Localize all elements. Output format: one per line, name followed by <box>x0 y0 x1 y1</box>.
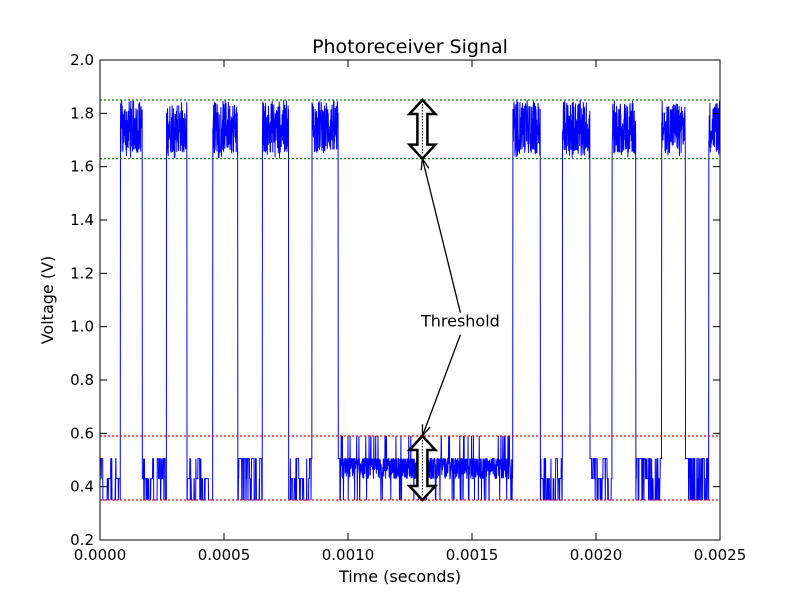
y-tick-label: 1.6 <box>70 158 94 176</box>
threshold-annotation: Threshold <box>406 98 500 502</box>
x-tick-label: 0.0005 <box>198 546 251 564</box>
y-tick-label: 1.2 <box>70 264 94 282</box>
y-tick-label: 1.8 <box>70 104 94 122</box>
x-tick-label: 0.0000 <box>74 546 127 564</box>
x-tick-label: 0.0010 <box>322 546 375 564</box>
y-tick-label: 0.4 <box>70 478 94 496</box>
x-axis-label: Time (seconds) <box>338 567 461 586</box>
y-tick-label: 1.4 <box>70 211 94 229</box>
y-axis-label: Voltage (V) <box>38 256 57 345</box>
y-tick-label: 2.0 <box>70 51 94 69</box>
annotation-arrow <box>421 158 462 313</box>
chart-title: Photoreceiver Signal <box>312 36 508 58</box>
signal-trace <box>100 99 720 501</box>
plot-area <box>100 99 720 501</box>
y-tick-label: 1.0 <box>70 318 94 336</box>
x-tick-label: 0.0025 <box>694 546 747 564</box>
x-tick-label: 0.0020 <box>570 546 623 564</box>
annotation-arrow <box>421 334 462 437</box>
y-tick-label: 0.8 <box>70 371 94 389</box>
plot-frame <box>99 59 721 541</box>
axis-tick-labels: 0.0000 0.0005 0.0010 0.0015 0.0020 0.0025 0.2 0… <box>70 51 746 564</box>
threshold-label: Threshold <box>420 312 500 331</box>
y-tick-label: 0.2 <box>70 531 94 549</box>
y-tick-label: 0.6 <box>70 424 94 442</box>
x-tick-label: 0.0015 <box>446 546 499 564</box>
